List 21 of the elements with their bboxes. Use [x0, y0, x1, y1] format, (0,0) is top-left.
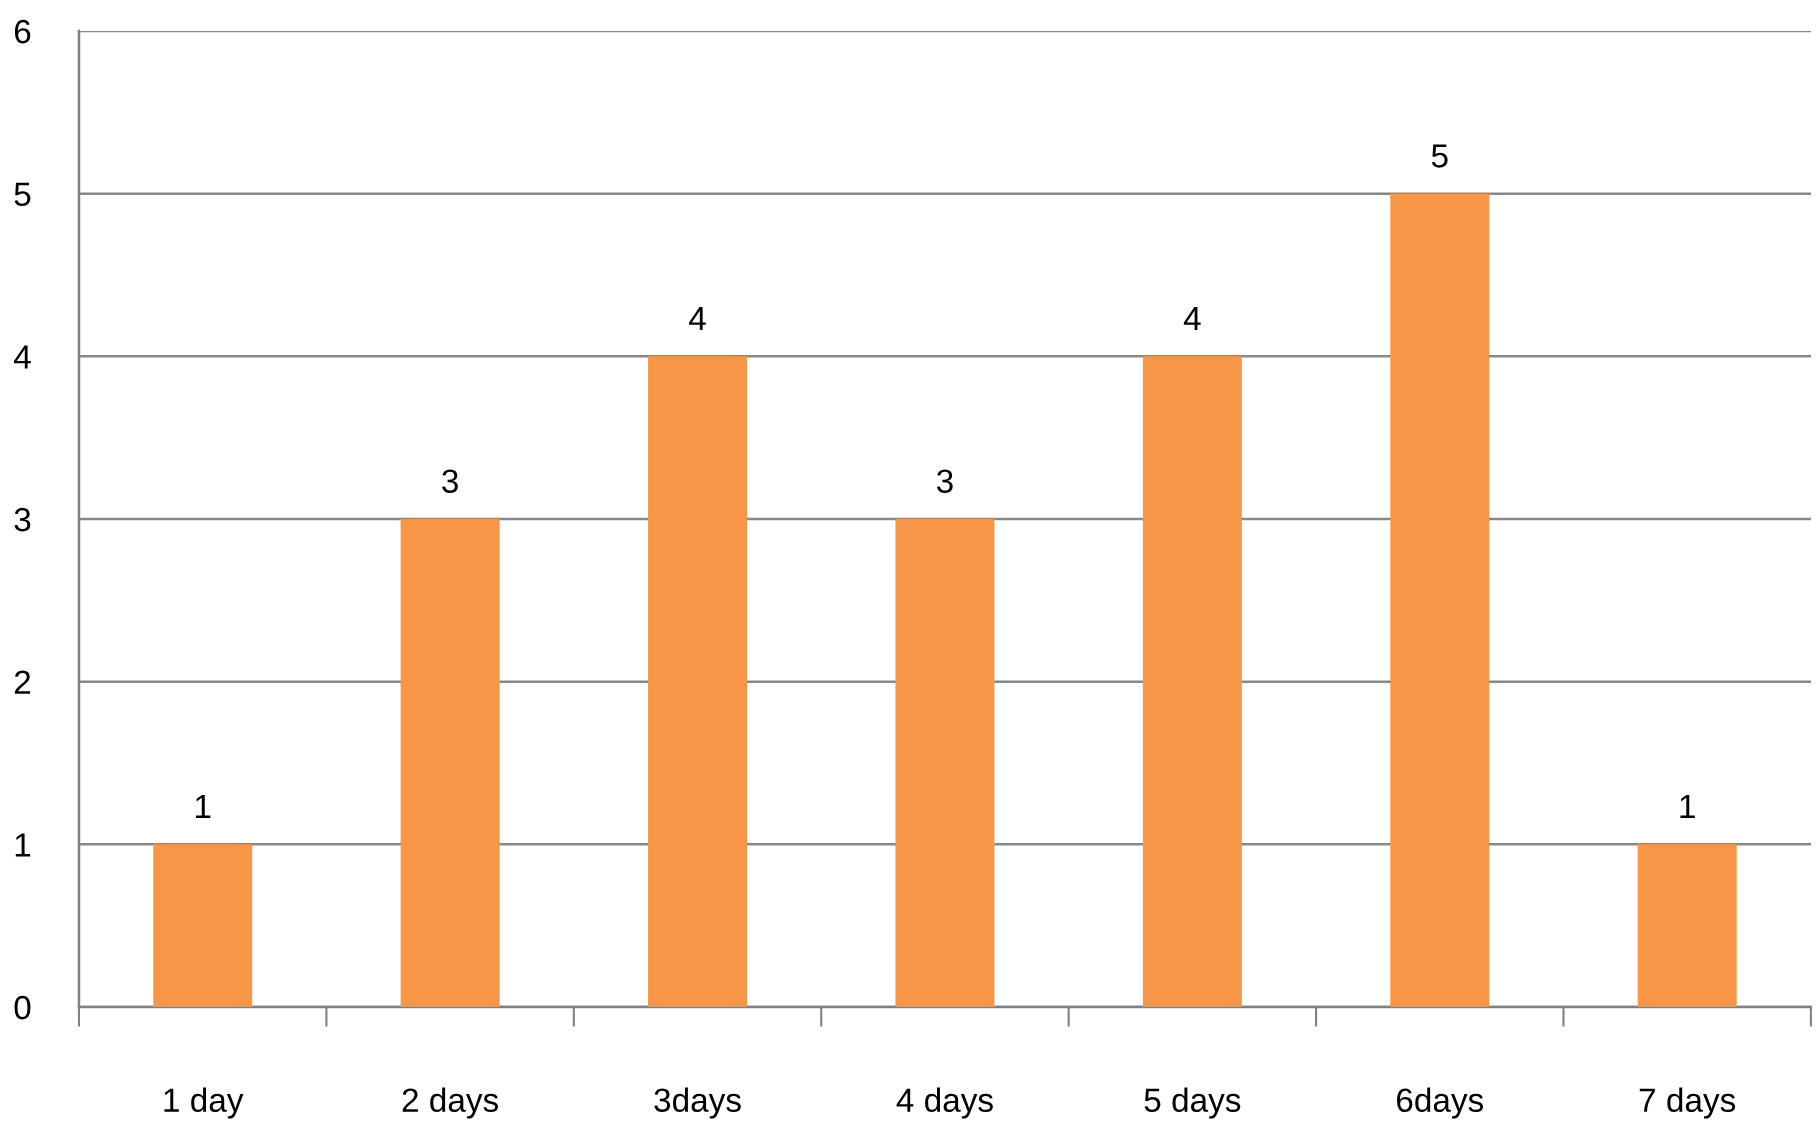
- x-tick-label: 7 days: [1639, 1087, 1736, 1119]
- x-tick-label: 3days: [654, 1087, 741, 1119]
- y-tick-label: 6: [14, 19, 31, 44]
- x-tick-label: 6days: [1397, 1087, 1484, 1119]
- data-label: 4: [1183, 307, 1201, 330]
- x-tick-label: 1 day: [164, 1087, 244, 1119]
- y-tick-label: 3: [14, 507, 31, 532]
- data-label: 3: [442, 469, 458, 493]
- x-tick-label: 2 days: [402, 1087, 499, 1119]
- data-label: 1: [1680, 795, 1695, 818]
- data-label: 1: [195, 795, 211, 818]
- data-label: 5: [1431, 144, 1448, 168]
- y-tick-label: 2: [14, 670, 31, 694]
- y-tick-label: 5: [14, 182, 31, 207]
- y-tick-label: 4: [13, 345, 31, 369]
- data-label: 3: [936, 469, 953, 493]
- y-tick-label: 1: [15, 833, 31, 857]
- x-tick-label: 5 days: [1144, 1087, 1241, 1119]
- x-tick-label: 4 days: [896, 1087, 993, 1119]
- y-tick-label: 0: [14, 995, 31, 1020]
- data-label: 4: [689, 307, 706, 330]
